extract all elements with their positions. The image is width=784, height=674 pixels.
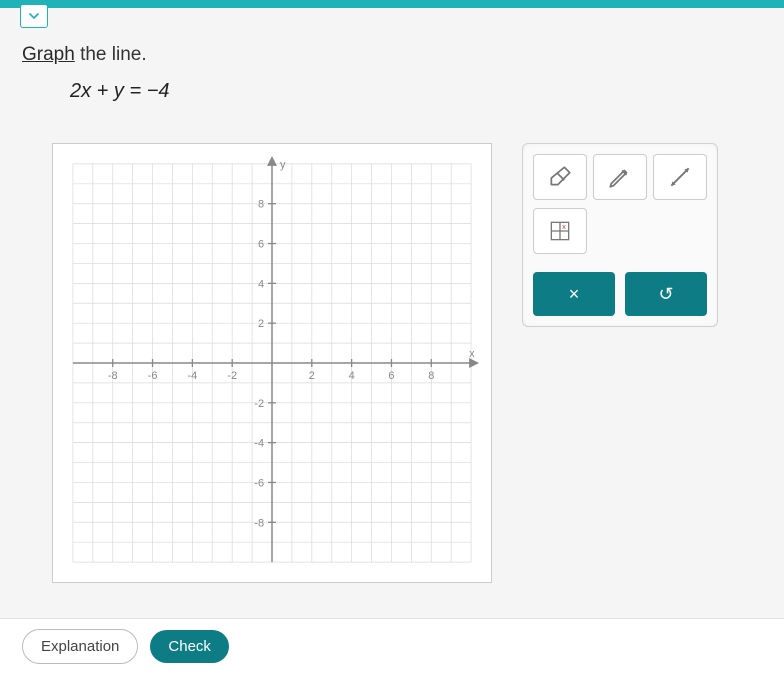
explanation-button[interactable]: Explanation: [22, 629, 138, 664]
tool-row-2: x: [533, 208, 707, 254]
bottom-bar: Explanation Check: [0, 618, 784, 674]
svg-text:-2: -2: [227, 370, 237, 382]
action-row: × ↺: [533, 272, 707, 316]
svg-text:-6: -6: [254, 477, 264, 489]
eraser-tool[interactable]: [533, 154, 587, 200]
work-area: y x -8 -6 -4 -2 2 4 6 8 -8 -6 -4 -2 2 4 6 8: [22, 143, 762, 583]
question-content: Graph the line. 2x + y = −4 y x -8 -6 -4 -2 2 4…: [0, 8, 784, 583]
svg-text:2: 2: [309, 370, 315, 382]
line-icon: [667, 164, 693, 190]
svg-text:y: y: [280, 159, 286, 171]
svg-text:-4: -4: [254, 438, 264, 450]
prompt-rest: the line.: [75, 44, 147, 65]
svg-text:4: 4: [349, 370, 355, 382]
question-prompt: Graph the line.: [22, 44, 762, 66]
pencil-icon: [607, 164, 633, 190]
line-tool[interactable]: [653, 154, 707, 200]
tool-panel: x × ↺: [522, 143, 718, 327]
eraser-icon: [547, 164, 573, 190]
tool-row-1: [533, 154, 707, 200]
clear-icon: ×: [569, 284, 580, 305]
svg-text:8: 8: [258, 199, 264, 211]
svg-text:6: 6: [258, 239, 264, 251]
equation-text: 2x + y = −4: [70, 80, 762, 103]
svg-text:-4: -4: [187, 370, 197, 382]
chevron-down-icon: [26, 8, 42, 24]
graph-svg: y x -8 -6 -4 -2 2 4 6 8 -8 -6 -4 -2 2 4 6 8: [53, 144, 491, 582]
svg-text:x: x: [562, 222, 566, 231]
grid-point-tool[interactable]: x: [533, 208, 587, 254]
svg-text:2: 2: [258, 318, 264, 330]
undo-icon: ↺: [658, 284, 673, 305]
svg-text:6: 6: [388, 370, 394, 382]
undo-button[interactable]: ↺: [625, 272, 707, 316]
svg-text:-8: -8: [108, 370, 118, 382]
svg-text:x: x: [469, 348, 475, 360]
svg-text:8: 8: [428, 370, 434, 382]
pencil-tool[interactable]: [593, 154, 647, 200]
svg-text:-8: -8: [254, 517, 264, 529]
clear-button[interactable]: ×: [533, 272, 615, 316]
svg-text:4: 4: [258, 278, 264, 290]
coordinate-graph[interactable]: y x -8 -6 -4 -2 2 4 6 8 -8 -6 -4 -2 2 4 6 8: [52, 143, 492, 583]
grid-point-icon: x: [547, 218, 573, 244]
svg-text:-6: -6: [148, 370, 158, 382]
header-accent-bar: [0, 0, 784, 8]
collapse-toggle[interactable]: [20, 4, 48, 28]
svg-text:-2: -2: [254, 398, 264, 410]
graph-link[interactable]: Graph: [22, 44, 75, 65]
check-button[interactable]: Check: [150, 630, 229, 663]
